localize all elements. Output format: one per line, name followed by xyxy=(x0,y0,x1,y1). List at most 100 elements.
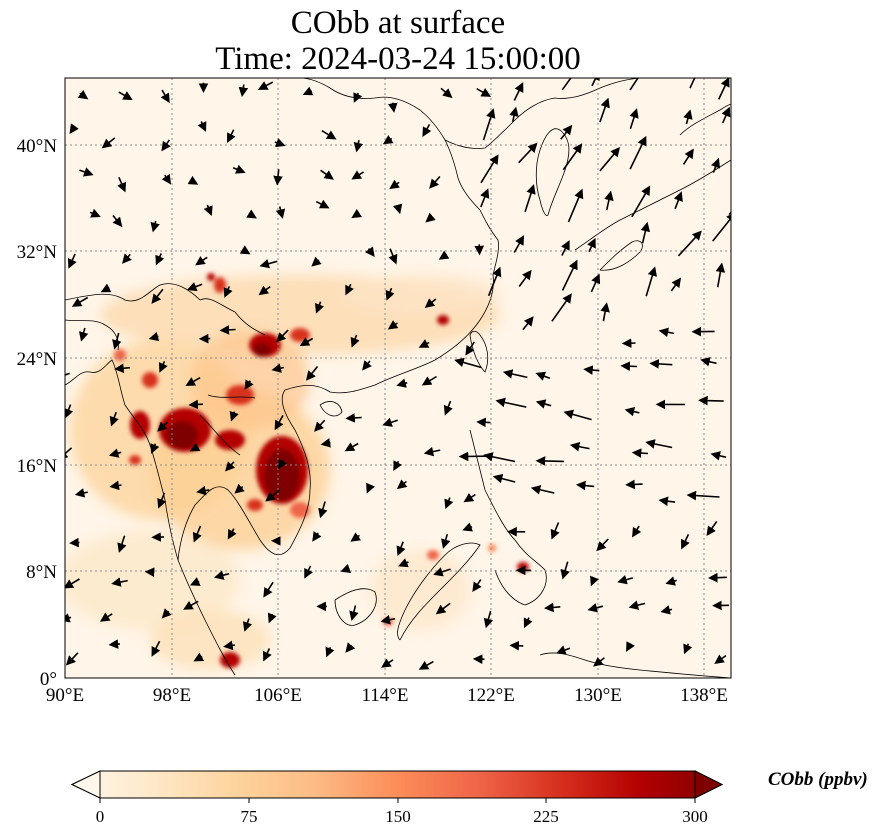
wind-arrow xyxy=(263,648,272,662)
wind-arrow xyxy=(197,121,207,132)
wind-arrow xyxy=(353,92,363,103)
wind-arrow xyxy=(65,447,73,460)
wind-arrow xyxy=(150,220,160,233)
wind-arrow xyxy=(312,531,322,542)
wind-arrow xyxy=(587,603,604,613)
wind-arrow xyxy=(385,287,395,301)
wind-arrow xyxy=(626,641,635,652)
wind-arrow xyxy=(700,357,717,367)
wind-arrow xyxy=(381,658,394,668)
wind-arrow xyxy=(476,417,491,428)
lat-tick-label: 16°N xyxy=(17,456,58,477)
wind-arrow xyxy=(424,298,437,309)
wind-arrow xyxy=(596,538,609,552)
wind-arrow xyxy=(710,451,727,461)
wind-arrow xyxy=(681,534,690,550)
wind-arrow xyxy=(624,406,640,417)
wind-arrow xyxy=(382,134,394,145)
lat-tick-label: 24°N xyxy=(17,349,58,370)
wind-arrow xyxy=(389,179,400,190)
wind-arrow xyxy=(227,129,236,143)
wind-arrow xyxy=(683,109,693,125)
wind-arrow xyxy=(482,108,496,141)
wind-arrow xyxy=(151,640,161,657)
wind-arrow xyxy=(267,612,277,624)
wind-arrow xyxy=(108,639,121,649)
wind-arrow xyxy=(487,266,502,297)
wind-arrow xyxy=(340,563,352,573)
wind-arrow xyxy=(299,337,314,347)
wind-arrow xyxy=(686,490,720,501)
wind-arrow xyxy=(101,137,116,149)
wind-arrow xyxy=(495,397,527,408)
wind-arrow xyxy=(463,493,476,503)
wind-arrow xyxy=(273,169,283,186)
lon-tick-label: 98°E xyxy=(153,685,191,706)
wind-arrow xyxy=(345,642,356,653)
wind-arrow xyxy=(183,600,199,610)
wind-arrow xyxy=(161,173,172,185)
wind-arrow xyxy=(658,327,675,338)
lat-tick-label: 0° xyxy=(40,669,57,690)
wind-arrow xyxy=(665,576,677,586)
wind-arrow xyxy=(518,269,532,287)
wind-arrow xyxy=(238,84,249,97)
wind-arrow xyxy=(660,605,673,615)
wind-arrow xyxy=(673,191,683,210)
lat-tick-label: 32°N xyxy=(17,242,58,263)
wind-arrow xyxy=(714,654,727,664)
wind-arrow xyxy=(234,483,245,494)
wind-arrow xyxy=(480,154,499,184)
wind-arrow xyxy=(599,97,610,123)
wind-arrow xyxy=(196,485,210,496)
wind-arrow xyxy=(155,253,165,266)
wind-arrow xyxy=(562,143,583,171)
lat-tick-label: 40°N xyxy=(17,136,58,157)
wind-arrow xyxy=(151,288,164,304)
colorbar-tick-label: 300 xyxy=(682,807,708,826)
wind-arrow xyxy=(365,246,375,257)
wind-arrow xyxy=(109,480,122,491)
wind-arrow xyxy=(560,124,573,140)
wind-arrow xyxy=(65,371,70,381)
wind-arrow xyxy=(349,605,359,621)
wind-arrow xyxy=(433,567,451,577)
wind-arrow xyxy=(715,262,726,288)
wind-arrow xyxy=(620,361,637,371)
wind-arrow xyxy=(351,170,365,180)
wind-arrow xyxy=(721,106,731,124)
lon-tick-label: 114°E xyxy=(362,685,409,706)
lon-tick-labels: 90°E 98°E 106°E 114°E 122°E 130°E 138°E xyxy=(46,685,728,706)
wind-arrow xyxy=(440,87,453,99)
wind-arrow xyxy=(246,209,257,219)
wind-arrow xyxy=(117,176,127,193)
wind-arrow xyxy=(625,479,643,490)
wind-arrow xyxy=(362,360,372,371)
wind-arrow xyxy=(561,259,578,291)
lat-tick-label: 8°N xyxy=(26,562,57,583)
wind-arrow xyxy=(161,139,171,152)
wind-arrow xyxy=(158,360,168,373)
wind-arrow xyxy=(462,522,473,532)
wind-arrow xyxy=(150,443,160,454)
wind-arrow xyxy=(583,365,600,375)
wind-arrow xyxy=(89,208,101,218)
wind-arrow xyxy=(509,640,524,651)
wind-arrow xyxy=(325,646,335,658)
wind-arrow xyxy=(345,283,354,296)
wind-arrow xyxy=(422,124,432,137)
wind-arrow xyxy=(232,164,246,174)
wind-arrow xyxy=(148,331,160,342)
wind-arrow xyxy=(276,329,289,343)
wind-arrow xyxy=(561,240,570,256)
wind-arrow xyxy=(632,525,642,538)
wind-arrow xyxy=(259,259,278,269)
wind-arrow xyxy=(706,520,718,537)
wind-arrow xyxy=(65,578,80,589)
colorbar-tick-label: 150 xyxy=(385,807,411,826)
wind-arrow xyxy=(590,273,601,293)
wind-arrow xyxy=(560,561,570,580)
wind-arrow xyxy=(631,185,651,218)
wind-arrow xyxy=(712,212,731,242)
